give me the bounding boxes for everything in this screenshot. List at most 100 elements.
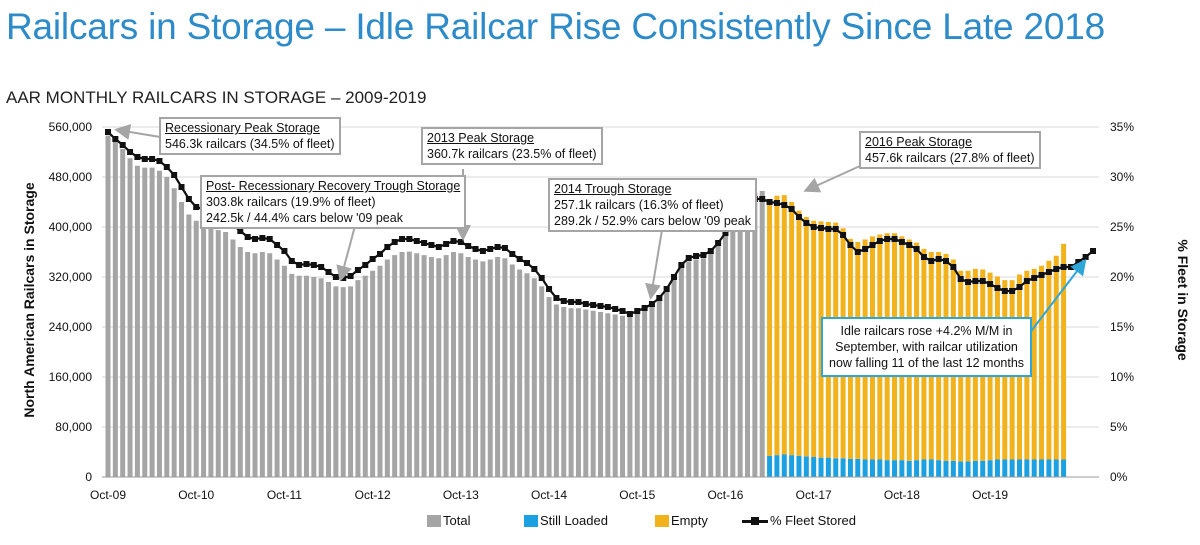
legend-fleet-stored: % Fleet Stored [742,513,856,528]
fleet-stored-point [803,220,810,226]
utilization-callout: Idle railcars rose +4.2% M/M in Septembe… [821,317,1033,377]
bar-total [517,269,523,477]
bar-total [436,258,442,477]
fleet-stored-point [884,236,891,242]
y-tick-label: 160,000 [49,370,93,384]
callout-line: now falling 11 of the last 12 months [829,356,1025,370]
fleet-stored-point [795,214,802,220]
bar-total [134,165,140,477]
bar-total [348,286,354,477]
bar-total [715,244,721,477]
legend-still-loaded: Still Loaded [524,513,608,528]
fleet-stored-point [957,276,964,282]
fleet-stored-point [965,279,972,285]
bar-total [495,257,501,477]
pointer-callout [1021,258,1087,344]
pointer-recessionary-peak [114,124,161,140]
fleet-stored-point [854,249,861,255]
bar-empty [774,195,780,456]
fleet-stored-point [1023,278,1030,284]
bar-total [230,239,236,477]
bar-total [634,313,640,477]
fleet-stored-point [1053,266,1060,272]
bar-still-loaded [1009,459,1015,477]
bar-total [531,278,537,477]
bar-total [303,275,309,477]
bar-still-loaded [781,454,787,477]
fleet-stored-point [244,234,251,240]
bar-total [473,259,479,477]
x-tick-label: Oct-13 [443,488,479,502]
annotation-line: 242.5k / 44.4% cars below '09 peak [206,211,403,225]
bar-still-loaded [862,459,868,477]
fleet-stored-point [376,251,383,257]
y-tick-label: 560,000 [49,120,93,134]
bar-still-loaded [825,457,831,477]
fleet-stored-point [443,241,450,247]
bar-total [318,278,324,477]
bar-empty [1053,255,1059,460]
bar-empty [811,220,817,457]
bar-total [362,275,368,477]
bar-total [480,261,486,477]
bar-total [605,313,611,477]
fleet-stored-point [178,184,185,190]
fleet-stored-point [428,242,435,248]
annotation-line: 257.1k railcars (16.3% of fleet) [554,198,724,212]
bar-still-loaded [811,457,817,477]
fleet-stored-point [575,299,582,305]
annotation-2016-peak: 2016 Peak Storage 457.6k railcars (27.8%… [859,131,1041,169]
fleet-stored-point [759,196,766,202]
x-tick-label: Oct-19 [972,488,1008,502]
bar-total [450,252,456,477]
fleet-stored-point [494,244,501,250]
fleet-stored-point [920,254,927,260]
fleet-stored-point [509,251,516,257]
bar-total [333,286,339,477]
bar-empty [781,195,787,455]
bar-total [443,255,449,477]
fleet-stored-point [641,305,648,311]
bar-still-loaded [877,459,883,477]
fleet-stored-point [487,246,494,252]
annotation-2013-peak: 2013 Peak Storage 360.7k railcars (23.5%… [421,127,603,165]
fleet-stored-point [656,295,663,301]
fleet-stored-point [105,129,111,135]
fleet-stored-point [399,236,406,242]
bar-total [730,223,736,477]
chart-subtitle: AAR MONTHLY RAILCARS IN STORAGE – 2009-2… [6,88,427,107]
bar-total [539,286,545,477]
fleet-stored-point [127,149,134,155]
fleet-stored-point [538,275,545,281]
bar-still-loaded [789,455,795,477]
bar-total [237,247,243,477]
y2-tick-label: 15% [1110,320,1134,334]
legend-label-fleet-stored: % Fleet Stored [770,513,856,528]
fleet-stored-point [362,262,369,268]
bar-total [620,315,626,477]
fleet-stored-point [450,238,457,244]
legend-swatch-empty [655,514,669,527]
bar-total [171,188,177,477]
annotation-heading: 2014 Trough Storage [554,182,672,196]
x-tick-label: Oct-12 [355,488,391,502]
x-tick-label: Oct-14 [531,488,567,502]
fleet-stored-point [531,266,538,272]
bar-total [186,214,192,477]
bar-total [642,309,648,477]
bar-total [686,261,692,477]
annotation-2014-trough: 2014 Trough Storage 257.1k railcars (16.… [548,178,757,232]
fleet-stored-point [296,262,303,268]
bar-total [399,252,405,477]
bar-empty [796,210,802,456]
bar-total [421,255,427,477]
fleet-stored-point [1045,269,1052,275]
page-title: Railcars in Storage – Idle Railcar Rise … [6,6,1106,47]
legend-swatch-still-loaded [524,514,538,527]
bar-total [259,252,265,477]
fleet-stored-point [693,253,700,259]
fleet-stored-point [237,228,244,234]
y-tick-label: 80,000 [55,420,92,434]
y-tick-label: 320,000 [49,270,93,284]
